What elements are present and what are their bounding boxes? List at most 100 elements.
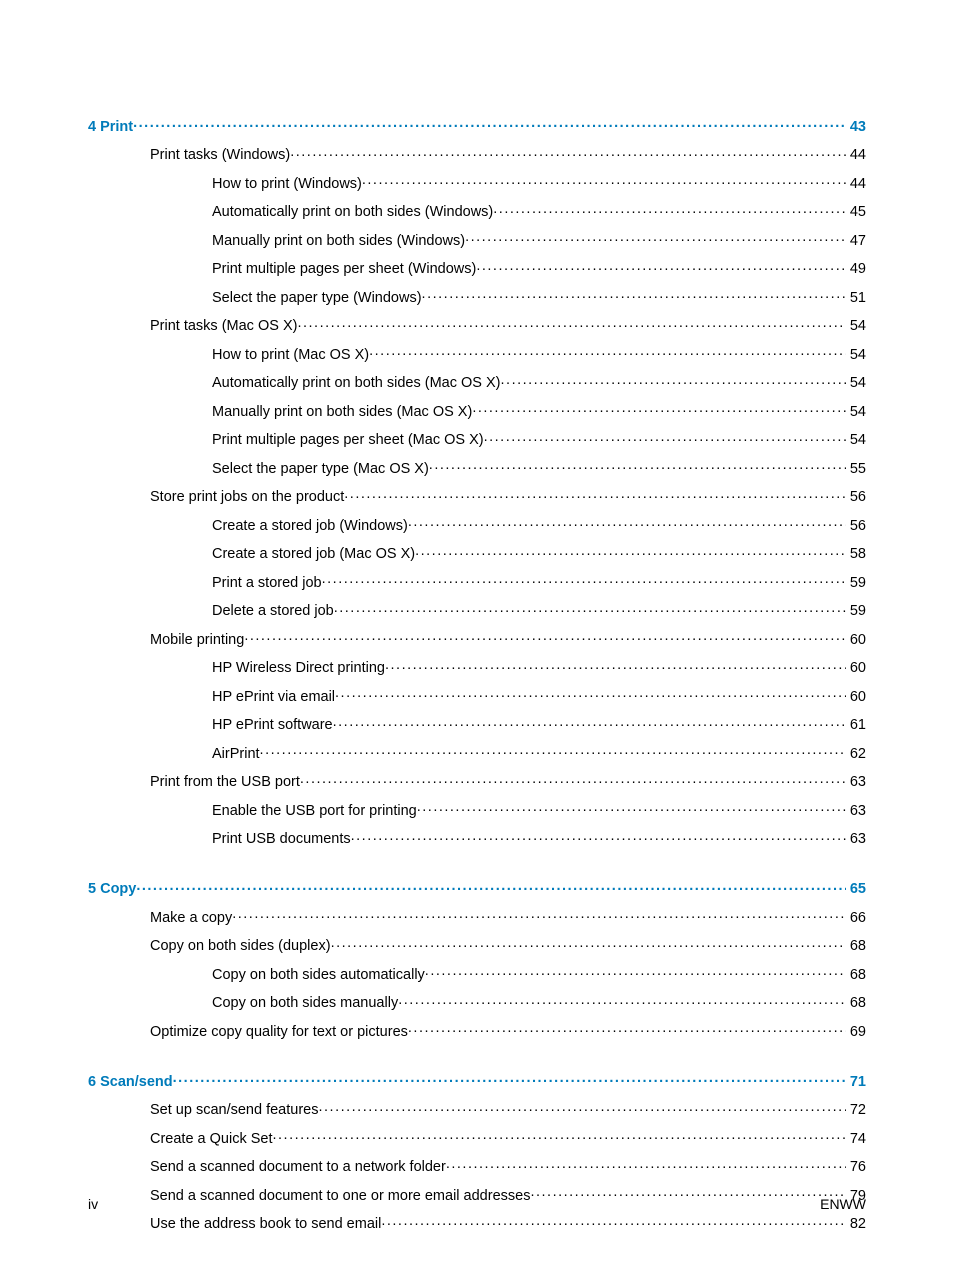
toc-leader-dots [425, 964, 846, 979]
toc-entry-row[interactable]: Copy on both sides manually 68 [88, 993, 866, 1011]
toc-leader-dots [173, 1071, 846, 1086]
toc-entry-page: 60 [846, 690, 866, 705]
toc-entry-row[interactable]: Create a stored job (Windows) 56 [88, 515, 866, 533]
toc-entry-row[interactable]: Set up scan/send features 72 [88, 1100, 866, 1118]
toc-entry-page: 60 [846, 633, 866, 648]
toc-entry-row[interactable]: Automatically print on both sides (Windo… [88, 202, 866, 220]
toc-leader-dots [381, 1214, 846, 1229]
toc-leader-dots [334, 601, 846, 616]
toc-entry-row[interactable]: Copy on both sides (duplex) 68 [88, 936, 866, 954]
toc-entry-title: Select the paper type (Windows) [212, 291, 422, 306]
toc-entry-row[interactable]: Make a copy 66 [88, 907, 866, 925]
toc-entry-page: 45 [846, 205, 866, 220]
toc-entry-page: 51 [846, 291, 866, 306]
toc-entry-row[interactable]: Send a scanned document to a network fol… [88, 1157, 866, 1175]
toc-entry-row[interactable]: Store print jobs on the product 56 [88, 487, 866, 505]
toc-entry-title: Send a scanned document to a network fol… [150, 1160, 446, 1175]
toc-leader-dots [344, 487, 846, 502]
toc-entry-title: HP Wireless Direct printing [212, 661, 385, 676]
toc-entry-row[interactable]: HP ePrint software 61 [88, 715, 866, 733]
toc-entry-title: Mobile printing [150, 633, 244, 648]
toc-leader-dots [472, 401, 846, 416]
toc-entry-row[interactable]: AirPrint 62 [88, 743, 866, 761]
toc-entry-title: Create a Quick Set [150, 1132, 273, 1147]
toc-entry-title: Print USB documents [212, 832, 351, 847]
toc-leader-dots [333, 715, 846, 730]
toc-leader-dots [429, 458, 846, 473]
toc-entry-page: 82 [846, 1217, 866, 1232]
toc-entry-title: Select the paper type (Mac OS X) [212, 462, 429, 477]
toc-entry-title: Optimize copy quality for text or pictur… [150, 1025, 408, 1040]
toc-entry-row[interactable]: Copy on both sides automatically 68 [88, 964, 866, 982]
toc-leader-dots [484, 430, 846, 445]
toc-entry-row[interactable]: Print from the USB port 63 [88, 772, 866, 790]
toc-entry-page: 55 [846, 462, 866, 477]
toc-entry-title: Create a stored job (Windows) [212, 519, 408, 534]
toc-entry-page: 43 [846, 120, 866, 135]
toc-leader-dots [422, 287, 846, 302]
toc-entry-page: 74 [846, 1132, 866, 1147]
toc-entry-title: Print a stored job [212, 576, 322, 591]
toc-entry-row[interactable]: HP Wireless Direct printing 60 [88, 658, 866, 676]
toc-entry-page: 59 [846, 576, 866, 591]
toc-chapter-row[interactable]: 6 Scan/send 71 [88, 1071, 866, 1089]
toc-entry-row[interactable]: Print a stored job 59 [88, 572, 866, 590]
toc-entry-row[interactable]: Use the address book to send email 82 [88, 1214, 866, 1232]
toc-leader-dots [273, 1128, 846, 1143]
toc-leader-dots [133, 116, 846, 131]
toc-entry-row[interactable]: Mobile printing 60 [88, 629, 866, 647]
toc-entry-row[interactable]: Enable the USB port for printing 63 [88, 800, 866, 818]
toc-entry-title: 4 Print [88, 120, 133, 135]
toc-content: 4 Print 43 Print tasks (Windows) 44 How to… [88, 116, 866, 1264]
toc-entry-row[interactable]: Create a stored job (Mac OS X) 58 [88, 544, 866, 562]
toc-entry-page: 44 [846, 177, 866, 192]
toc-entry-row[interactable]: Print multiple pages per sheet (Mac OS X… [88, 430, 866, 448]
toc-entry-row[interactable]: Optimize copy quality for text or pictur… [88, 1021, 866, 1039]
toc-leader-dots [408, 1021, 846, 1036]
footer-page-number: iv [88, 1196, 98, 1212]
toc-entry-row[interactable]: Print USB documents 63 [88, 829, 866, 847]
toc-entry-page: 58 [846, 547, 866, 562]
toc-entry-row[interactable]: Select the paper type (Windows) 51 [88, 287, 866, 305]
toc-entry-title: AirPrint [212, 747, 260, 762]
toc-leader-dots [369, 344, 846, 359]
toc-leader-dots [290, 145, 846, 160]
toc-entry-page: 68 [846, 939, 866, 954]
toc-entry-page: 63 [846, 775, 866, 790]
toc-entry-row[interactable]: How to print (Mac OS X) 54 [88, 344, 866, 362]
toc-leader-dots [244, 629, 846, 644]
toc-leader-dots [318, 1100, 845, 1115]
toc-chapter-row[interactable]: 5 Copy 65 [88, 879, 866, 897]
toc-entry-row[interactable]: Manually print on both sides (Windows) 4… [88, 230, 866, 248]
toc-entry-row[interactable]: Delete a stored job 59 [88, 601, 866, 619]
toc-leader-dots [351, 829, 846, 844]
toc-entry-title: Make a copy [150, 911, 232, 926]
toc-leader-dots [322, 572, 846, 587]
toc-entry-page: 68 [846, 996, 866, 1011]
toc-entry-row[interactable]: Print tasks (Windows) 44 [88, 145, 866, 163]
toc-leader-dots [297, 316, 845, 331]
toc-leader-dots [335, 686, 846, 701]
toc-entry-page: 49 [846, 262, 866, 277]
toc-entry-row[interactable]: Print multiple pages per sheet (Windows)… [88, 259, 866, 277]
toc-entry-title: Copy on both sides (duplex) [150, 939, 331, 954]
toc-entry-row[interactable]: Manually print on both sides (Mac OS X) … [88, 401, 866, 419]
toc-entry-page: 65 [846, 882, 866, 897]
toc-chapter-row[interactable]: 4 Print 43 [88, 116, 866, 134]
toc-entry-row[interactable]: Create a Quick Set 74 [88, 1128, 866, 1146]
toc-entry-row[interactable]: Print tasks (Mac OS X) 54 [88, 316, 866, 334]
toc-entry-page: 72 [846, 1103, 866, 1118]
toc-entry-row[interactable]: Select the paper type (Mac OS X) 55 [88, 458, 866, 476]
toc-entry-title: Copy on both sides manually [212, 996, 398, 1011]
toc-leader-dots [476, 259, 846, 274]
toc-entry-title: Automatically print on both sides (Windo… [212, 205, 493, 220]
toc-entry-page: 68 [846, 968, 866, 983]
toc-entry-page: 59 [846, 604, 866, 619]
page-footer: iv ENWW [88, 1196, 866, 1212]
toc-entry-title: 6 Scan/send [88, 1075, 173, 1090]
toc-entry-row[interactable]: How to print (Windows) 44 [88, 173, 866, 191]
toc-entry-page: 71 [846, 1075, 866, 1090]
toc-entry-page: 66 [846, 911, 866, 926]
toc-entry-row[interactable]: Automatically print on both sides (Mac O… [88, 373, 866, 391]
toc-entry-row[interactable]: HP ePrint via email 60 [88, 686, 866, 704]
